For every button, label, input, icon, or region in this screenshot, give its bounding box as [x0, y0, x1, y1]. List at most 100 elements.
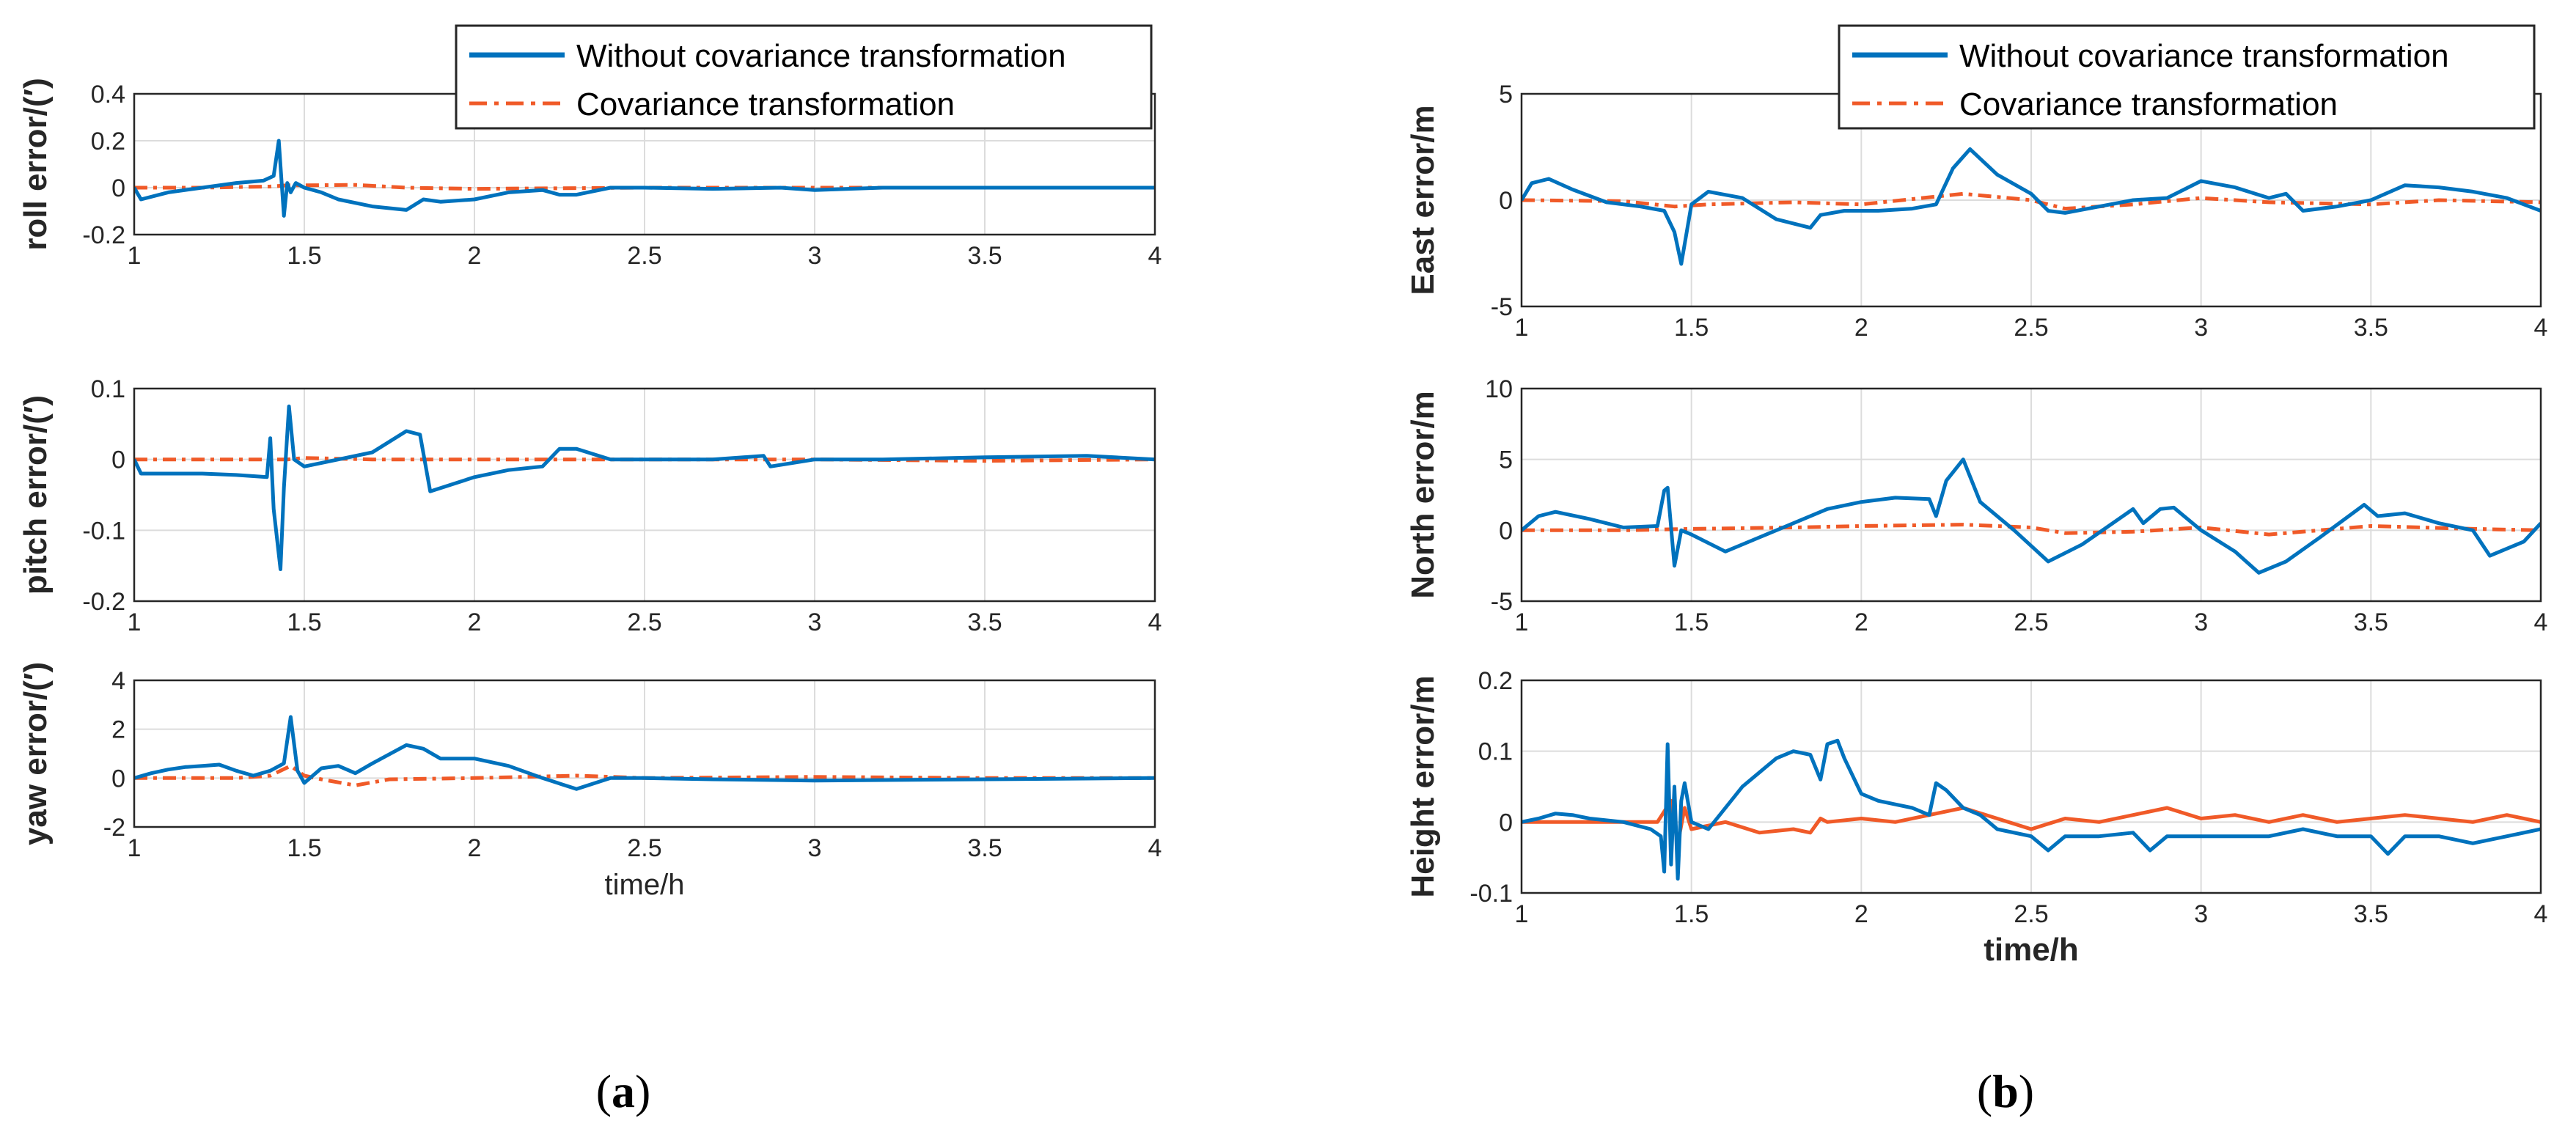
north-ytick-label: 10: [1485, 375, 1513, 403]
height-ytick-label: 0.1: [1478, 738, 1513, 766]
height-ytick-label: 0: [1499, 809, 1513, 836]
north-series-without-line: [1522, 457, 2541, 575]
east-xtick-label: 4: [2534, 314, 2548, 342]
height-xtick-label: 1.5: [1674, 900, 1709, 928]
yaw-xlabel: time/h: [605, 869, 685, 901]
pitch-ytick-label: -0.1: [82, 517, 125, 545]
north-ylabel: North error/m: [1405, 391, 1441, 599]
pitch-series-without-line: [134, 404, 1155, 571]
height-ytick-label: -0.1: [1469, 880, 1513, 908]
north-xtick-label: 2.5: [2014, 608, 2048, 636]
roll-xtick-label: 3: [808, 242, 822, 270]
east-xtick-label: 1.5: [1674, 314, 1709, 342]
pitch-chart: 1 1.5 2 2.5 3 3.5 4 -0.2 -0.1 0 0.1 pitch error/(′): [18, 375, 1162, 636]
pitch-ytick-label: -0.2: [82, 588, 125, 616]
yaw-xtick-label: 4: [1148, 834, 1162, 862]
east-ylabel: East error/m: [1405, 105, 1441, 295]
east-xtick-label: 2: [1854, 314, 1868, 342]
north-ytick-label: 5: [1499, 446, 1513, 474]
pitch-xtick-label: 4: [1148, 608, 1162, 636]
north-ytick-label: -5: [1491, 588, 1513, 616]
pitch-axes-frame: [133, 387, 1156, 603]
roll-ytick-label: 0.4: [91, 81, 125, 109]
yaw-xtick-label: 2: [468, 834, 482, 862]
roll-xtick-label: 2: [468, 242, 482, 270]
legend-b-with-label: Covariance transformation: [1959, 87, 2338, 122]
yaw-ylabel: yaw error/(′): [18, 662, 54, 845]
yaw-ytick-label: 0: [111, 765, 125, 793]
pitch-xtick-label: 2.5: [627, 608, 661, 636]
north-chart: 1 1.5 2 2.5 3 3.5 4 -5 0 5 10 North error/m: [1405, 375, 2547, 636]
east-xtick-label: 2.5: [2014, 314, 2048, 342]
north-xtick-label: 4: [2534, 608, 2548, 636]
height-xtick-label: 2: [1854, 900, 1868, 928]
north-axes-frame: [1520, 387, 2542, 603]
height-xtick-label: 3: [2194, 900, 2208, 928]
east-ytick-label: -5: [1491, 293, 1513, 321]
east-xtick-label: 3.5: [2354, 314, 2388, 342]
legend-b: Without covariance transformation Covari…: [1838, 24, 2536, 130]
north-xtick-label: 1.5: [1674, 608, 1709, 636]
pitch-xtick-label: 3.5: [967, 608, 1002, 636]
roll-xtick-label: 3.5: [967, 242, 1002, 270]
roll-xtick-label: 4: [1148, 242, 1162, 270]
caption-a: (a): [596, 1065, 651, 1117]
height-xtick-label: 3.5: [2354, 900, 2388, 928]
roll-series-without-line: [134, 139, 1155, 218]
roll-ytick-label: 0.2: [91, 128, 125, 155]
pitch-ytick-label: 0: [111, 446, 125, 474]
legend-a: Without covariance transformation Covari…: [455, 24, 1153, 130]
legend-a-without-label: Without covariance transformation: [576, 38, 1066, 74]
roll-ylabel: roll error/(′): [18, 78, 54, 250]
roll-xtick-label: 2.5: [627, 242, 661, 270]
pitch-xtick-label: 3: [808, 608, 822, 636]
pitch-xtick-label: 1.5: [287, 608, 321, 636]
yaw-series-with-line: [134, 764, 1155, 787]
roll-ytick-label: -0.2: [82, 221, 125, 249]
height-axes-frame: [1520, 679, 2542, 894]
yaw-axes-frame: [133, 679, 1156, 828]
legend-b-without-label: Without covariance transformation: [1959, 38, 2449, 74]
yaw-xtick-label: 1: [128, 834, 142, 862]
east-ytick-label: 0: [1499, 187, 1513, 215]
legend-a-with-label: Covariance transformation: [576, 87, 955, 122]
legend-a-box: [455, 24, 1153, 130]
legend-b-box: [1838, 24, 2536, 130]
north-xtick-label: 3.5: [2354, 608, 2388, 636]
north-xtick-label: 3: [2194, 608, 2208, 636]
north-series-with-line: [1522, 523, 2541, 537]
roll-ytick-label: 0: [111, 174, 125, 202]
yaw-ytick-label: 4: [111, 667, 125, 695]
pitch-xtick-label: 2: [468, 608, 482, 636]
yaw-ytick-label: 2: [111, 716, 125, 744]
height-ytick-label: 0.2: [1478, 667, 1513, 695]
yaw-xtick-label: 2.5: [627, 834, 661, 862]
height-xtick-label: 4: [2534, 900, 2548, 928]
yaw-xtick-label: 3: [808, 834, 822, 862]
height-xlabel: time/h: [1984, 932, 2079, 968]
caption-b: (b): [1977, 1065, 2034, 1117]
yaw-xtick-label: 1.5: [287, 834, 321, 862]
roll-xtick-label: 1.5: [287, 242, 321, 270]
north-xtick-label: 2: [1854, 608, 1868, 636]
roll-xtick-label: 1: [128, 242, 142, 270]
height-xtick-label: 1: [1515, 900, 1529, 928]
north-xtick-label: 1: [1515, 608, 1529, 636]
height-chart: 1 1.5 2 2.5 3 3.5 4 -0.1 0 0.1 0.2 Height error/m ti…: [1405, 667, 2547, 968]
pitch-ylabel: pitch error/(′): [18, 395, 54, 595]
yaw-series-without-line: [134, 715, 1155, 791]
height-series-without-line: [1522, 738, 2541, 881]
yaw-chart: 1 1.5 2 2.5 3 3.5 4 -2 0 2 4 yaw error/(′) time/h: [18, 662, 1162, 901]
pitch-xtick-label: 1: [128, 608, 142, 636]
east-xtick-label: 1: [1515, 314, 1529, 342]
north-ytick-label: 0: [1499, 517, 1513, 545]
pitch-ytick-label: 0.1: [91, 375, 125, 403]
yaw-xtick-label: 3.5: [967, 834, 1002, 862]
height-ylabel: Height error/m: [1405, 675, 1441, 897]
east-xtick-label: 3: [2194, 314, 2208, 342]
yaw-ytick-label: -2: [103, 814, 125, 842]
east-ytick-label: 5: [1499, 81, 1513, 109]
east-series-with-line: [1522, 191, 2541, 211]
